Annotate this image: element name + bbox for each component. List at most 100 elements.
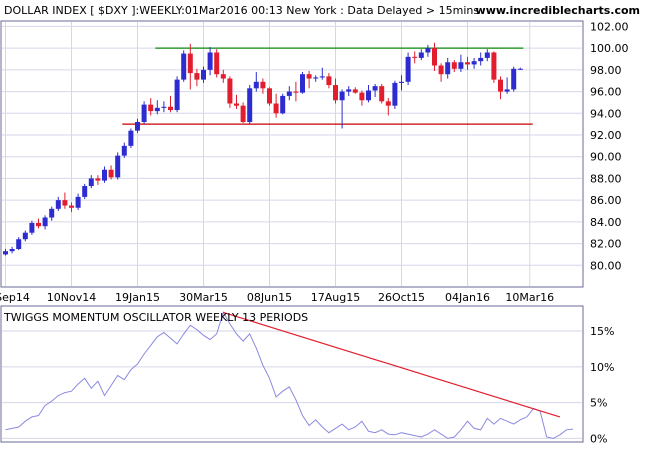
price-x-tick-label: 04Jan16 [445,291,490,304]
candle-body [69,205,74,208]
price-x-axis: 01Sep14 10Nov14 19Jan15 30Mar15 08Jun15 17Aug… [0,291,554,304]
chart-title: DOLLAR INDEX [ $DXY ]:WEEKLY:01Mar2016 0… [4,4,479,17]
candle-body [306,74,312,79]
candle-body [62,200,68,206]
candle-body [220,74,226,79]
candle-body [240,105,246,122]
candle-body [128,130,134,146]
price-y-axis: 80.00 82.00 84.00 86.00 88.00 90.00 92.00 94.00… [590,20,629,272]
candle-body [432,48,437,66]
candle-body [412,56,418,58]
price-x-tick-label: 26Oct15 [378,291,425,304]
candle-body [280,95,286,114]
candle-body [498,79,503,92]
candle-body [95,178,101,181]
candle-body [135,121,140,131]
candle-body [465,62,470,65]
candle-body [451,62,457,69]
price-x-tick-label: 30Mar15 [179,291,228,304]
oscillator-trend [223,311,561,418]
candle-body [418,52,424,58]
candle-body [82,186,88,197]
oscillator-line [5,311,574,439]
oscillator-y-tick-label: 15% [590,325,614,338]
price-y-tick-label: 98.00 [590,64,622,77]
oscillator-panel-border [0,305,584,443]
price-candles [3,42,523,256]
candle-body [227,78,233,104]
candle-body [511,68,517,90]
price-panel: 80.00 82.00 84.00 86.00 88.00 90.00 92.00 94.00… [0,20,629,304]
candle-body [154,107,160,112]
candle-body [214,52,220,75]
candle-body [326,76,332,86]
candle-body [247,88,253,122]
candle-body [478,57,484,62]
candle-body [102,169,107,181]
price-x-tick-label: 08Jun15 [247,291,292,304]
candle-body [108,169,114,178]
price-y-tick-label: 94.00 [590,107,622,120]
candle-body [273,103,279,114]
candle-body [3,251,8,255]
candle-body [194,73,200,80]
candle-body [385,101,391,106]
price-x-tick-label: 17Aug15 [311,291,360,304]
candle-body [425,48,431,53]
candle-body [49,208,55,218]
candle-body [267,88,272,104]
candle-body [168,106,173,111]
candle-body [458,62,464,69]
candle-body [174,79,180,111]
candle-body [399,81,404,83]
oscillator-y-tick-label: 0% [590,432,607,445]
candle-body [115,155,121,178]
candle-body [352,89,358,93]
candle-body [366,90,371,101]
oscillator-title: TWIGGS MOMENTUM OSCILLATOR WEEKLY 13 PER… [3,311,308,324]
candle-body [36,222,41,227]
candle-body [201,69,206,80]
price-y-tick-label: 84.00 [590,216,622,229]
price-y-tick-label: 86.00 [590,194,622,207]
price-y-tick-label: 90.00 [590,151,622,164]
candle-body [372,86,378,91]
price-x-tick-label: 10Nov14 [47,291,96,304]
price-x-tick-label: 10Mar16 [505,291,554,304]
candle-body [260,81,266,89]
candle-body [9,249,15,252]
candle-body [445,62,451,75]
candle-body [75,196,81,208]
candle-body [286,91,292,96]
candle-body [405,56,411,82]
candle-body [88,178,94,187]
candle-body [471,61,477,65]
candle-body [161,106,167,108]
candle-body [359,92,365,101]
candle-body [379,86,385,102]
candle-body [313,77,319,79]
price-y-tick-label: 96.00 [590,86,622,99]
candle-body [339,91,345,101]
price-y-tick-label: 80.00 [590,259,622,272]
candle-body [517,68,523,70]
candle-body [392,82,398,106]
candle-body [491,52,497,80]
price-y-tick-label: 100.00 [590,42,629,55]
price-y-tick-label: 88.00 [590,172,622,185]
candle-body [234,103,239,106]
candle-body [504,89,510,92]
candle-body [333,85,338,101]
source-link[interactable]: www.incrediblecharts.com [476,4,640,17]
price-x-tick-label: 01Sep14 [0,291,30,304]
price-levels [122,47,533,125]
oscillator-series [5,311,574,439]
oscillator-y-tick-label: 5% [590,397,607,410]
oscillator-y-tick-label: 10% [590,361,614,374]
candle-body [293,91,299,93]
candle-body [187,53,193,74]
candle-body [438,65,444,75]
price-y-tick-label: 82.00 [590,238,622,251]
